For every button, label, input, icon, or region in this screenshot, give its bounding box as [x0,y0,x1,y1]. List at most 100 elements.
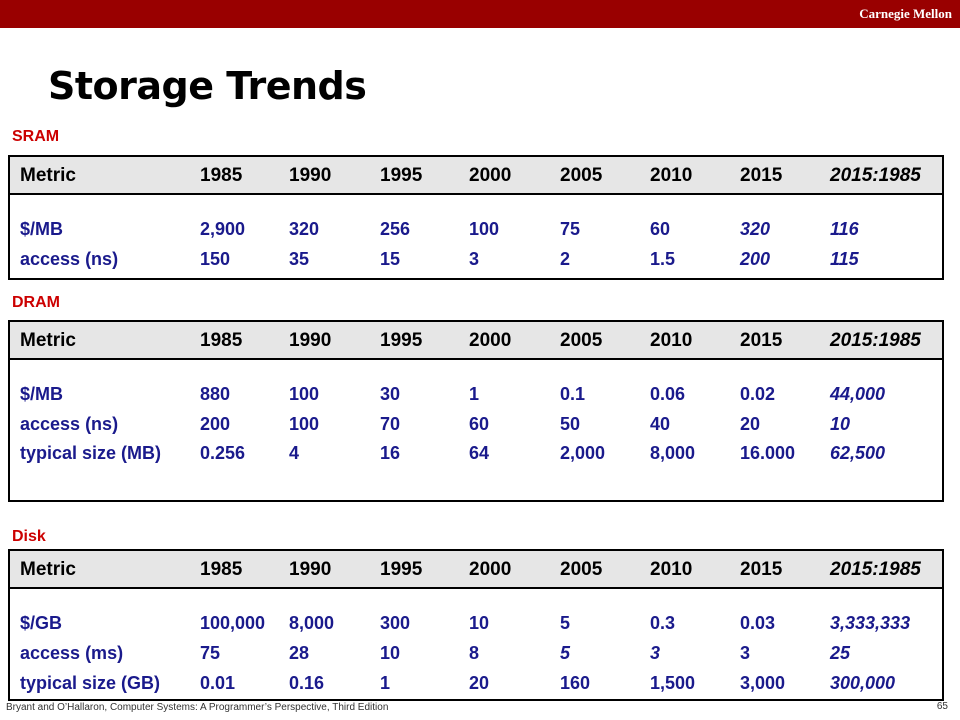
column-header-2010: 2010 [650,330,693,351]
table-row: access (ns) 150 35 15 3 2 1.5 200 115 [10,249,942,273]
disk-table: Metric 1985 1990 1995 2000 2005 2010 2015 2015:1… [8,549,944,701]
table-cell: 3 [740,643,751,663]
table-cell: 50 [560,414,581,434]
column-header-1990: 1990 [289,165,332,186]
table-cell: 150 [200,249,231,269]
table-cell: 300 [380,613,411,633]
column-header-2015-to-1985: 2015:1985 [830,559,921,580]
table-cell: 35 [289,249,310,269]
table-cell: 0.06 [650,384,686,404]
column-header-1990: 1990 [289,330,332,351]
table-row: typical size (MB) 0.256 4 16 64 2,000 8,000 16.… [10,443,942,467]
table-cell: 320 [740,219,771,239]
table-cell: 10 [830,414,851,434]
table-cell: 1.5 [650,249,676,269]
column-header-2015-to-1985: 2015:1985 [830,165,921,186]
table-cell: 100 [469,219,500,239]
table-cell: 1 [469,384,480,404]
table-cell: 28 [289,643,310,663]
footer-citation: Bryant and O’Hallaron, Computer Systems:… [6,702,389,713]
table-cell: 0.02 [740,384,776,404]
column-header-1985: 1985 [200,330,243,351]
table-cell: 64 [469,443,490,463]
dram-table-header: Metric 1985 1990 1995 2000 2005 2010 2015 2015:1… [10,322,942,360]
table-cell: 116 [830,219,859,239]
column-header-1995: 1995 [380,165,423,186]
table-row: $/MB 880 100 30 1 0.1 0.06 0.02 44,000 [10,384,942,408]
table-cell: 5 [560,613,571,633]
table-row: $/GB 100,000 8,000 300 10 5 0.3 0.03 3,333,333 [10,613,942,637]
disk-table-header: Metric 1985 1990 1995 2000 2005 2010 2015 2015:1… [10,551,942,589]
table-cell: 2,000 [560,443,606,463]
brand-label: Carnegie Mellon [859,6,952,21]
table-cell: 2,900 [200,219,246,239]
metric-label: typical size (MB) [20,443,162,463]
sram-section-label: SRAM [12,128,60,145]
table-cell: 200 [200,414,231,434]
table-cell: 115 [830,249,859,269]
metric-label: access (ns) [20,414,119,434]
table-cell: 20 [740,414,761,434]
column-header-1990: 1990 [289,559,332,580]
column-header-2005: 2005 [560,165,603,186]
column-header-1985: 1985 [200,559,243,580]
column-header-metric: Metric [20,165,76,186]
column-header-2015: 2015 [740,330,783,351]
table-cell: 3,000 [740,673,786,693]
table-cell: 200 [740,249,771,269]
disk-section-label: Disk [12,528,46,545]
table-cell: 160 [560,673,591,693]
column-header-metric: Metric [20,330,76,351]
sram-table: Metric 1985 1990 1995 2000 2005 2010 2015 2015:1… [8,155,944,280]
table-cell: 62,500 [830,443,886,463]
table-cell: 300,000 [830,673,896,693]
table-cell: 1,500 [650,673,696,693]
table-cell: 60 [469,414,490,434]
sram-table-header: Metric 1985 1990 1995 2000 2005 2010 2015 2015:1… [10,157,942,195]
table-cell: 75 [560,219,581,239]
table-cell: 100,000 [200,613,266,633]
column-header-2015-to-1985: 2015:1985 [830,330,921,351]
table-cell: 15 [380,249,401,269]
table-cell: 20 [469,673,490,693]
table-cell: 70 [380,414,401,434]
table-cell: 44,000 [830,384,886,404]
table-cell: 25 [830,643,851,663]
table-cell: 256 [380,219,411,239]
column-header-2010: 2010 [650,559,693,580]
table-cell: 100 [289,384,320,404]
table-cell: 8,000 [650,443,696,463]
table-cell: 75 [200,643,221,663]
top-bar: Carnegie Mellon [0,0,960,28]
column-header-metric: Metric [20,559,76,580]
column-header-2005: 2005 [560,559,603,580]
table-cell: 16.000 [740,443,796,463]
table-cell: 0.1 [560,384,586,404]
table-cell: 2 [560,249,571,269]
table-cell: 3 [650,643,661,663]
table-cell: 880 [200,384,231,404]
table-row: typical size (GB) 0.01 0.16 1 20 160 1,500 3,00… [10,673,942,697]
table-cell: 0.3 [650,613,676,633]
table-cell: 0.16 [289,673,325,693]
metric-label: $/GB [20,613,63,633]
table-cell: 5 [560,643,571,663]
table-cell: 8,000 [289,613,335,633]
metric-label: typical size (GB) [20,673,161,693]
table-cell: 3 [469,249,480,269]
page-number: 65 [936,701,948,712]
column-header-1995: 1995 [380,559,423,580]
metric-label: $/MB [20,384,64,404]
column-header-1995: 1995 [380,330,423,351]
table-row: access (ns) 200 100 70 60 50 40 20 10 [10,414,942,438]
table-cell: 320 [289,219,320,239]
table-cell: 8 [469,643,480,663]
table-cell: 1 [380,673,391,693]
table-cell: 0.256 [200,443,246,463]
table-cell: 16 [380,443,401,463]
metric-label: access (ms) [20,643,124,663]
column-header-2000: 2000 [469,165,512,186]
dram-section-label: DRAM [12,294,60,311]
dram-table: Metric 1985 1990 1995 2000 2005 2010 2015 2015:1… [8,320,944,502]
table-cell: 100 [289,414,320,434]
